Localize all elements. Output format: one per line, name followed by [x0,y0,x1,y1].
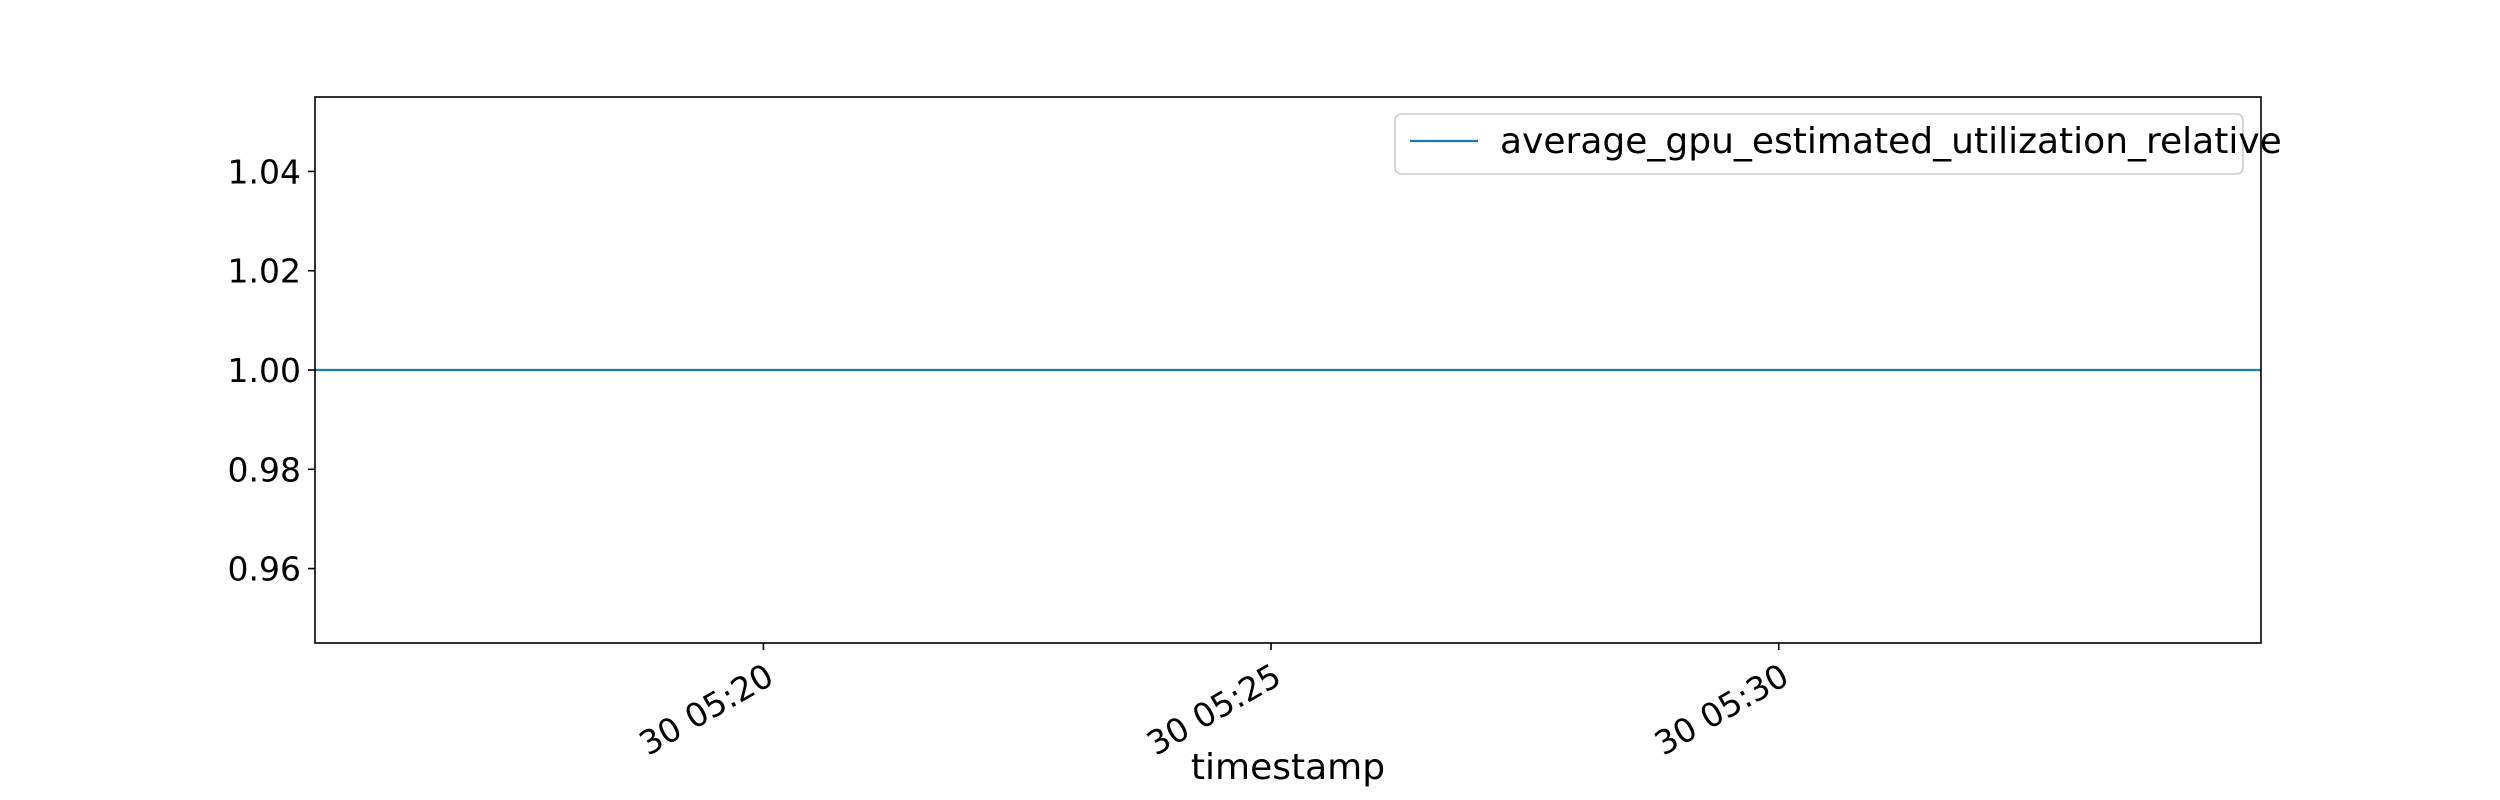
y-tick-label: 1.04 [228,152,301,191]
x-axis: 30 05:20 30 05:25 30 05:30 [633,643,1795,764]
legend-box [1394,113,2244,175]
y-axis: 0.96 0.98 1.00 1.02 1.04 [228,152,315,589]
x-axis-title: timestamp [1191,747,1385,788]
legend-label: average_gpu_estimated_utilization_relati… [1500,121,2282,162]
x-tick-label: 30 05:30 [1648,656,1795,764]
y-tick-label: 1.02 [228,252,301,291]
x-tick-label: 30 05:20 [633,656,780,764]
y-tick-label: 0.96 [228,550,301,589]
plot-frame [314,96,2262,644]
legend: average_gpu_estimated_utilization_relati… [1394,113,2282,175]
y-tick-label: 0.98 [228,450,301,489]
y-tick-label: 1.00 [228,351,301,390]
